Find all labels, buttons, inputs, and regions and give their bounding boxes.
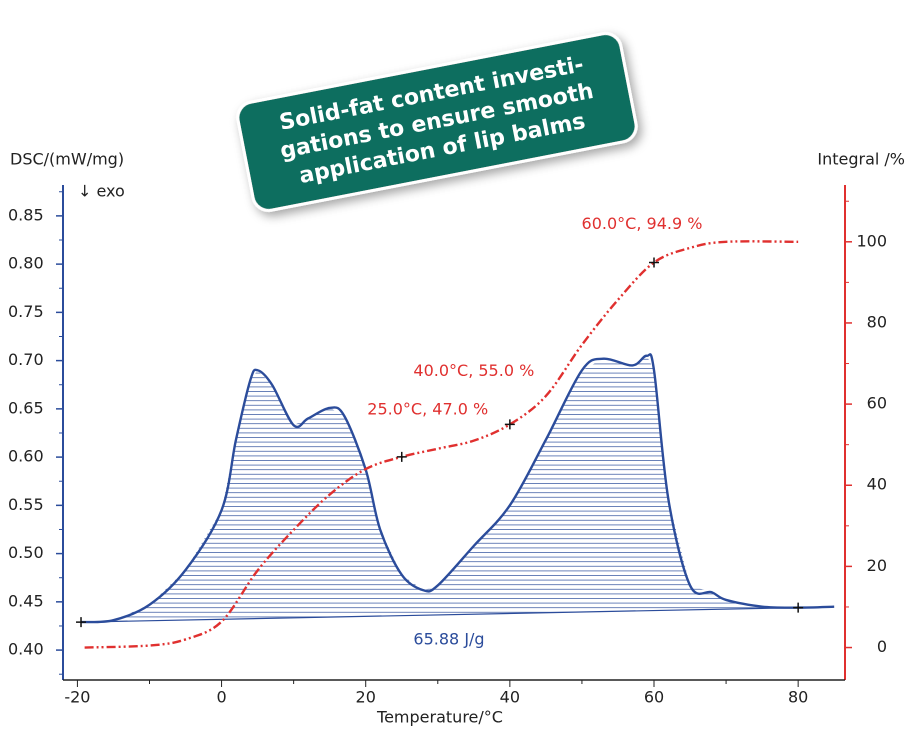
- y2-tick-label: 100: [856, 231, 887, 250]
- y-axis-note: ↓ exo: [78, 182, 125, 201]
- y-tick-label: 0.70: [8, 350, 44, 369]
- annotation: 40.0°C, 55.0 %: [413, 361, 534, 380]
- banner: Solid-fat content investi-gations to ens…: [236, 32, 638, 212]
- y2-tick-label: 60: [867, 394, 887, 413]
- x-tick-label: -20: [64, 688, 90, 707]
- dsc-curve: [80, 353, 835, 624]
- y2-tick-label: 40: [867, 475, 887, 494]
- y-tick-label: 0.60: [8, 447, 44, 466]
- x-tick-label: 0: [216, 688, 226, 707]
- baseline: [81, 607, 799, 623]
- integral-marker: [396, 451, 407, 462]
- y-tick-label: 0.55: [8, 495, 44, 514]
- annotation: 25.0°C, 47.0 %: [367, 399, 488, 418]
- area-label: 65.88 J/g: [413, 630, 484, 649]
- y-tick-label: 0.50: [8, 543, 44, 562]
- integral-marker: [649, 257, 660, 268]
- y-tick-label: 0.75: [8, 302, 44, 321]
- y-tick-label: 0.80: [8, 254, 44, 273]
- y-tick-label: 0.85: [8, 205, 44, 224]
- x-tick-label: 60: [644, 688, 664, 707]
- banner-box: [236, 32, 638, 212]
- y-tick-label: 0.45: [8, 591, 44, 610]
- x-tick-label: 40: [500, 688, 520, 707]
- y2-tick-label: 80: [867, 312, 887, 331]
- x-tick-label: 80: [788, 688, 808, 707]
- x-tick-label: 20: [356, 688, 376, 707]
- y2-tick-label: 0: [877, 637, 887, 656]
- integral-marker: [504, 419, 515, 430]
- x-axis-label: Temperature/°C: [376, 708, 503, 727]
- y-tick-label: 0.40: [8, 640, 44, 659]
- annotation: 60.0°C, 94.9 %: [582, 214, 703, 233]
- y-tick-label: 0.65: [8, 398, 44, 417]
- dsc-marker: [76, 617, 87, 628]
- y2-tick-label: 20: [867, 556, 887, 575]
- y2-axis-label: Integral /%: [817, 150, 905, 169]
- y-axis-label: DSC/(mW/mg): [10, 150, 124, 169]
- integrated-area: [81, 355, 799, 623]
- dsc-marker: [793, 602, 804, 613]
